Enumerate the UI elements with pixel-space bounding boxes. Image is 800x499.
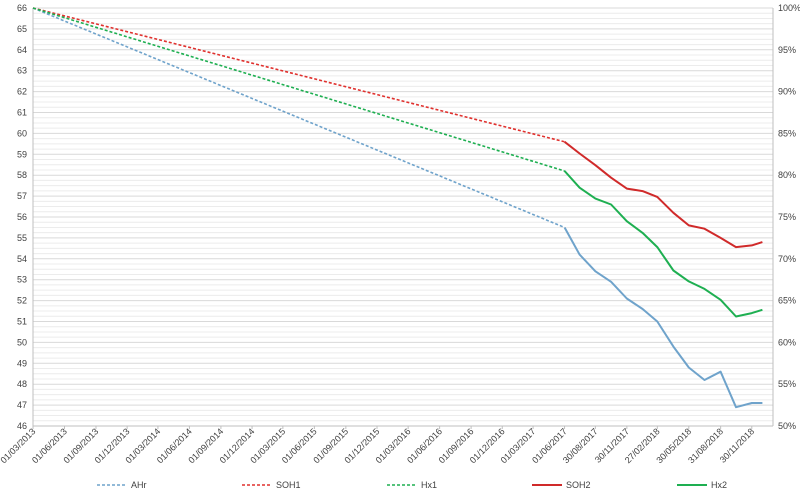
x-axis: 01/03/201301/06/201301/09/201301/12/2013… (0, 426, 756, 465)
y-left-tick-label: 49 (17, 358, 27, 368)
y-right-tick-label: 85% (778, 128, 796, 138)
legend-label: SOH1 (276, 480, 301, 490)
y-right-tick-label: 75% (778, 212, 796, 222)
series-line-soh1-dashed (32, 7, 565, 143)
y-left-tick-label: 66 (17, 3, 27, 13)
y-left-tick-label: 65 (17, 24, 27, 34)
series-line-ahr-dashed (32, 7, 565, 229)
y-left-tick-label: 60 (17, 128, 27, 138)
y-left-tick-label: 46 (17, 421, 27, 431)
y-right-tick-label: 95% (778, 45, 796, 55)
y-left-tick-label: 55 (17, 233, 27, 243)
series-lines (32, 7, 763, 409)
y-left-tick-label: 48 (17, 379, 27, 389)
y-left-tick-label: 54 (17, 254, 27, 264)
y-right-tick-label: 100% (778, 3, 800, 13)
y-right-tick-label: 60% (778, 337, 796, 347)
series-line-hx1-dashed (32, 7, 565, 172)
y-left-tick-label: 52 (17, 296, 27, 306)
y-axis-right: 50% 55% 60% 65% 70% 75% 80% 85% 90% 95% 100% (778, 3, 800, 431)
y-left-tick-label: 63 (17, 66, 27, 76)
y-left-tick-label: 51 (17, 317, 27, 327)
legend: AHr SOH1 Hx1 SOH2 Hx2 (97, 480, 727, 490)
y-left-tick-label: 62 (17, 87, 27, 97)
gridlines (32, 7, 774, 427)
y-right-tick-label: 70% (778, 254, 796, 264)
y-left-tick-label: 58 (17, 170, 27, 180)
legend-label: AHr (131, 480, 147, 490)
y-left-tick-label: 57 (17, 191, 27, 201)
y-left-tick-label: 64 (17, 45, 27, 55)
legend-label: SOH2 (566, 480, 591, 490)
y-axis-left: 46 47 48 49 50 51 52 53 54 55 56 57 58 59 60 61 62 63 64 65… (17, 3, 27, 431)
y-right-tick-label: 55% (778, 379, 796, 389)
series-line-soh2-solid (563, 141, 763, 249)
y-right-tick-label: 80% (778, 170, 796, 180)
y-left-tick-label: 61 (17, 108, 27, 118)
y-right-tick-label: 65% (778, 296, 796, 306)
y-left-tick-label: 47 (17, 400, 27, 410)
series-line-ahr-solid (563, 227, 763, 409)
legend-label: Hx2 (711, 480, 727, 490)
legend-label: Hx1 (421, 480, 437, 490)
series-line-hx2-solid (563, 170, 763, 318)
y-left-tick-label: 56 (17, 212, 27, 222)
y-left-tick-label: 50 (17, 337, 27, 347)
y-right-tick-label: 90% (778, 87, 796, 97)
y-right-tick-label: 50% (778, 421, 796, 431)
y-left-tick-label: 53 (17, 275, 27, 285)
y-left-tick-label: 59 (17, 149, 27, 159)
